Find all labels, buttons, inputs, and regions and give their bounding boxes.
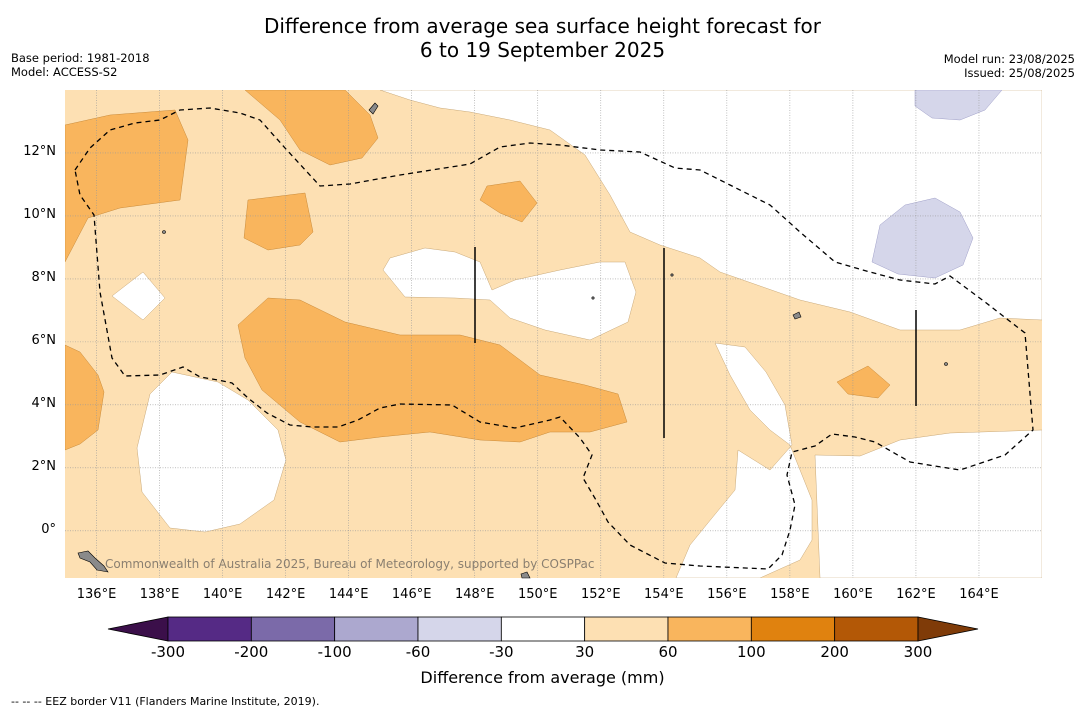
- colorbar-segment: [834, 616, 919, 642]
- lon-tick-label: 148°E: [454, 587, 495, 602]
- colorbar-tick-label: 60: [658, 643, 678, 661]
- map-field: [65, 90, 1042, 578]
- anomaly-orange-band: [237, 297, 628, 443]
- island-dot-1: [162, 230, 166, 234]
- anomaly-lavender-east: [871, 197, 974, 279]
- lon-tick-label: 140°E: [202, 587, 243, 602]
- colorbar-title: Difference from average (mm): [420, 668, 665, 687]
- colorbar-segment: [750, 616, 836, 642]
- colorbar-tick-label: -100: [317, 643, 352, 661]
- island-southwest: [77, 550, 109, 573]
- colorbar-tick-label: 30: [575, 643, 595, 661]
- lon-tick-label: 146°E: [391, 587, 432, 602]
- anomaly-white-southeast: [675, 342, 813, 578]
- lat-tick-label: 10°N: [23, 206, 56, 222]
- colorbar-tick-label: -300: [150, 643, 186, 661]
- model-name: Model: ACCESS-S2: [11, 65, 118, 79]
- lon-tick-label: 164°E: [959, 587, 999, 602]
- colorbar-tick-label: -60: [405, 643, 431, 661]
- anomaly-orange-small-2: [479, 180, 538, 223]
- lon-tick-label: 158°E: [770, 587, 810, 602]
- colorbar-segment: [250, 616, 336, 642]
- island-dot-3: [670, 273, 674, 277]
- colorbar-segment: [667, 616, 752, 642]
- colorbar-tick-label: 200: [820, 643, 849, 661]
- colorbar-segment: [500, 616, 586, 642]
- lon-tick-label: 136°E: [76, 587, 117, 602]
- colorbar-tick-label: -200: [234, 643, 269, 661]
- anomaly-white-south: [136, 371, 287, 533]
- anomaly-white-far-east: [814, 429, 1042, 578]
- base-period: Base period: 1981-2018: [11, 51, 150, 65]
- colorbar-max-arrow: [917, 616, 979, 642]
- colorbar-tick-label: 100: [737, 643, 766, 661]
- issued-date: Issued: 25/08/2025: [964, 66, 1075, 80]
- lat-tick-label: 2°N: [31, 458, 57, 474]
- lat-tick-label: 0°: [41, 521, 56, 537]
- anomaly-orange-west: [65, 344, 105, 451]
- colorbar-segment: [334, 616, 419, 642]
- meta-right: Model run: 23/08/2025 Issued: 25/08/2025: [944, 52, 1075, 80]
- anomaly-white-east: [379, 90, 1042, 331]
- lon-tick-label: 138°E: [139, 587, 180, 602]
- anomaly-lavender-north: [914, 90, 1003, 121]
- eez-footnote: -- -- -- EEZ border V11 (Flanders Marine…: [11, 695, 320, 708]
- colorbar-segment: [167, 616, 252, 642]
- colorbar: [107, 616, 979, 642]
- copyright-watermark: Commonwealth of Australia 2025, Bureau o…: [105, 557, 595, 571]
- anomaly-orange-north: [244, 90, 379, 166]
- lat-tick-label: 12°N: [23, 143, 56, 159]
- colorbar-min-arrow: [107, 616, 169, 642]
- lon-tick-label: 156°E: [707, 587, 747, 602]
- island-north: [368, 102, 379, 115]
- island-dot-4: [944, 362, 948, 366]
- islands: [77, 102, 948, 579]
- lon-tick-label: 154°E: [644, 587, 684, 602]
- island-dot-2: [591, 296, 595, 300]
- anomaly-orange-small-1: [243, 192, 314, 251]
- anomaly-orange-northwest: [65, 109, 189, 263]
- title-line-1: Difference from average sea surface heig…: [263, 14, 822, 38]
- colorbar-tick-label: 300: [903, 643, 933, 661]
- meta-left: Base period: 1981-2018 Model: ACCESS-S2: [11, 51, 150, 79]
- colorbar-segment: [417, 616, 502, 642]
- lon-tick-label: 150°E: [517, 587, 558, 602]
- lat-tick-label: 8°N: [31, 269, 57, 285]
- anomaly-white-central: [382, 247, 637, 341]
- island-south: [520, 571, 531, 579]
- island-pohnpei: [792, 311, 802, 320]
- colorbar-segment: [584, 616, 669, 642]
- lon-tick-label: 160°E: [833, 587, 873, 602]
- eez-border: [74, 107, 1034, 570]
- colorbar-tick-label: -30: [489, 643, 514, 661]
- lon-tick-label: 152°E: [581, 587, 621, 602]
- lon-tick-label: 144°E: [328, 587, 369, 602]
- lon-tick-label: 162°E: [896, 587, 936, 602]
- lon-tick-label: 142°E: [265, 587, 306, 602]
- anomaly-orange-east: [836, 365, 891, 399]
- graticule: [65, 90, 1042, 578]
- map-title: Difference from average sea surface heig…: [0, 14, 1085, 62]
- model-run: Model run: 23/08/2025: [943, 52, 1075, 66]
- lat-tick-label: 4°N: [31, 395, 57, 411]
- anomaly-white-small: [111, 271, 166, 321]
- title-line-2: 6 to 19 September 2025: [419, 38, 666, 62]
- lat-tick-label: 6°N: [31, 332, 57, 348]
